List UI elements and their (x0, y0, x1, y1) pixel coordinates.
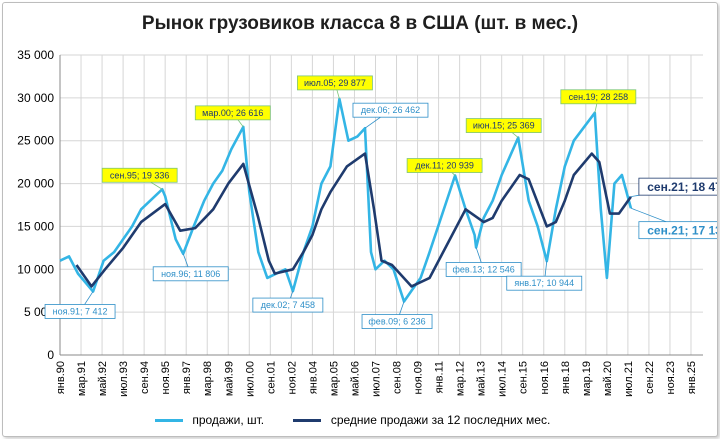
annotation-label: июл.05; 29 877 (304, 78, 366, 88)
x-tick-label: май.99 (223, 361, 235, 396)
annotation-box (352, 102, 429, 118)
annotation-box (297, 75, 373, 91)
x-tick-label: май.92 (97, 361, 109, 396)
annotation-label: июн.15; 25 369 (473, 121, 535, 131)
x-tick-label: май.06 (349, 361, 361, 396)
annotation-box (152, 266, 229, 282)
annotation-label: сен.21; 18 474 (647, 180, 717, 194)
x-tick-label: сен.01 (265, 361, 277, 394)
annotation-label: фев.09; 6 236 (368, 317, 425, 327)
x-tick-label: ноя.16 (539, 361, 551, 394)
annotation-box (44, 304, 116, 319)
x-tick-label: янв.18 (560, 361, 572, 394)
x-tick-label: июл.07 (370, 361, 382, 397)
annotation-box (194, 105, 271, 121)
annotation-label: сен.95; 19 336 (110, 170, 170, 180)
annotation-box (506, 275, 583, 291)
y-tick-label: 30 000 (17, 91, 54, 105)
x-tick-label: мар.12 (455, 361, 467, 396)
annotation-box (101, 167, 178, 183)
annotation-label: мар.00; 26 616 (202, 108, 263, 118)
annotation-label: фев.13; 12 546 (453, 264, 515, 274)
x-tick-label: янв.90 (55, 361, 67, 394)
annotation-box (560, 89, 637, 105)
x-tick-label: июл.00 (244, 361, 256, 397)
y-tick-label: 25 000 (17, 134, 54, 148)
x-tick-label: ноя.02 (286, 361, 298, 394)
annotation-box (638, 221, 717, 240)
x-tick-label: сен.15 (518, 361, 530, 394)
x-tick-label: мар.91 (76, 361, 88, 396)
annotation-label: дек.11; 20 939 (415, 161, 474, 171)
x-tick-label: мар.19 (581, 361, 593, 396)
annotation-label: ноя.91; 7 412 (53, 306, 108, 316)
x-tick-label: мар.05 (328, 361, 340, 396)
x-tick-label: ноя.95 (160, 361, 172, 394)
x-tick-label: янв.25 (686, 361, 698, 394)
x-tick-label: янв.11 (434, 361, 446, 393)
x-tick-label: сен.08 (392, 361, 404, 394)
annotation-label: янв.17; 10 944 (514, 278, 574, 288)
series-line-sales (59, 97, 633, 303)
legend-swatch-sales (155, 418, 183, 422)
chart-title: Рынок грузовиков класса 8 в США (шт. в м… (141, 13, 579, 34)
legend-swatch-average (293, 418, 322, 422)
annotation-box (638, 177, 717, 196)
annotation-label: дек.06; 26 462 (361, 105, 420, 115)
legend-item-average: средние продажи за 12 последних мес. (293, 412, 550, 427)
annotation-box (361, 314, 433, 329)
annotation-box (252, 297, 324, 313)
y-tick-label: 35 000 (17, 48, 54, 62)
x-tick-label: ноя.23 (665, 361, 677, 394)
y-tick-label: 20 000 (17, 177, 54, 191)
x-tick-label: сен.22 (644, 361, 656, 394)
y-tick-label: 10 000 (17, 262, 54, 276)
legend-label-sales: продажи, шт. (192, 413, 265, 428)
x-tick-label: июл.14 (497, 361, 509, 397)
annotation-label: дек.02; 7 458 (261, 300, 315, 310)
x-tick-label: мар.98 (202, 361, 214, 396)
annotation-box (445, 262, 522, 277)
annotation-label: сен.21; 17 131 (647, 224, 717, 238)
x-tick-label: май.13 (476, 361, 488, 396)
y-tick-label: 0 (47, 348, 54, 362)
x-tick-label: сен.94 (139, 361, 151, 394)
x-tick-label: июл.21 (623, 361, 635, 397)
series-line-average (75, 152, 632, 288)
annotation-label: сен.19; 28 258 (569, 92, 629, 102)
legend-label-average: средние продажи за 12 последних мес. (330, 413, 551, 428)
x-tick-label: май.20 (602, 361, 614, 396)
y-tick-label: 15 000 (17, 219, 54, 233)
annotation-box (465, 118, 542, 133)
x-tick-label: июл.93 (118, 361, 130, 397)
annotation-box (406, 158, 483, 173)
legend-item-sales: продажи, шт. (155, 412, 264, 427)
annotation-label: ноя.96; 11 806 (161, 269, 220, 279)
chart-legend: продажи, шт. средние продажи за 12 после… (155, 412, 576, 427)
x-tick-label: янв.04 (307, 361, 319, 394)
x-tick-label: янв.97 (181, 361, 193, 394)
x-tick-label: ноя.09 (413, 361, 425, 394)
